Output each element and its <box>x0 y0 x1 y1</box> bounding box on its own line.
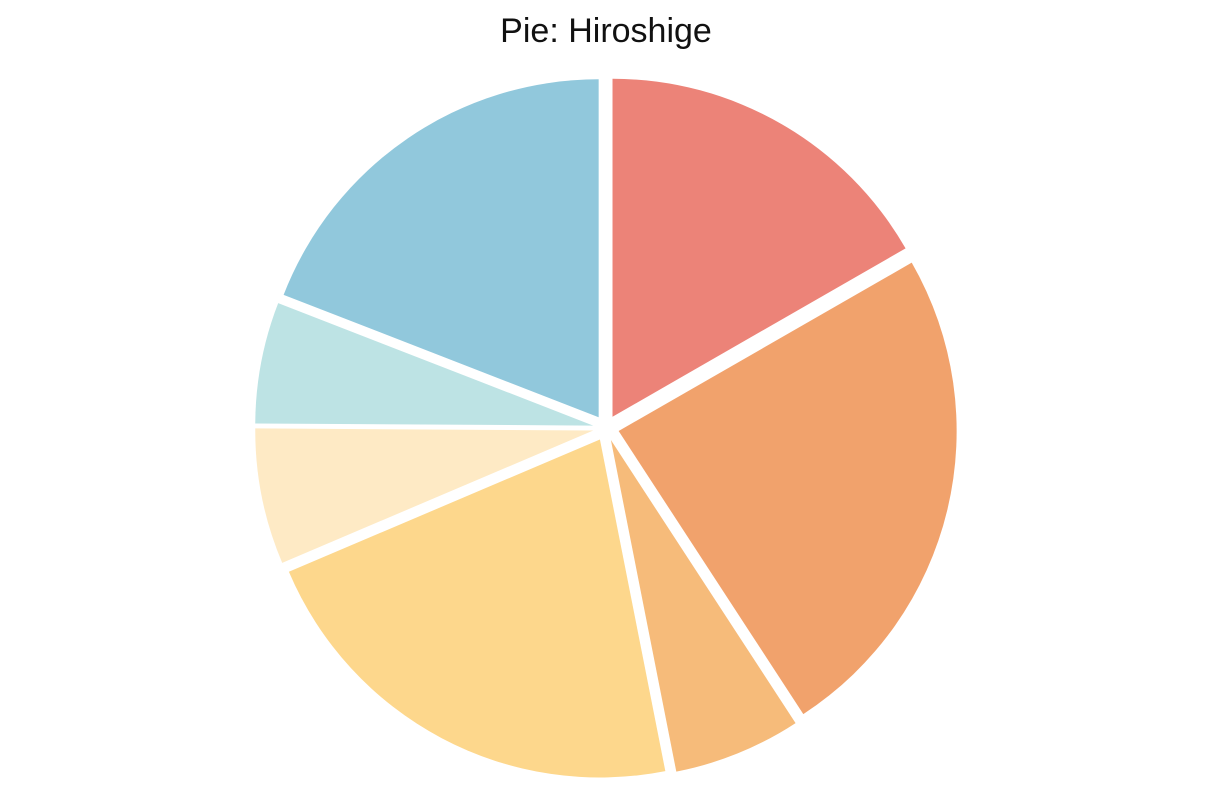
pie-slice <box>610 440 796 772</box>
pie-slice <box>618 262 957 715</box>
chart-title: Pie: Hiroshige <box>500 12 712 50</box>
pie-slice <box>612 78 906 417</box>
pie-slice <box>283 79 599 418</box>
pie-slice <box>255 303 594 426</box>
pie-slice <box>255 428 594 563</box>
pie-slice <box>288 439 666 778</box>
